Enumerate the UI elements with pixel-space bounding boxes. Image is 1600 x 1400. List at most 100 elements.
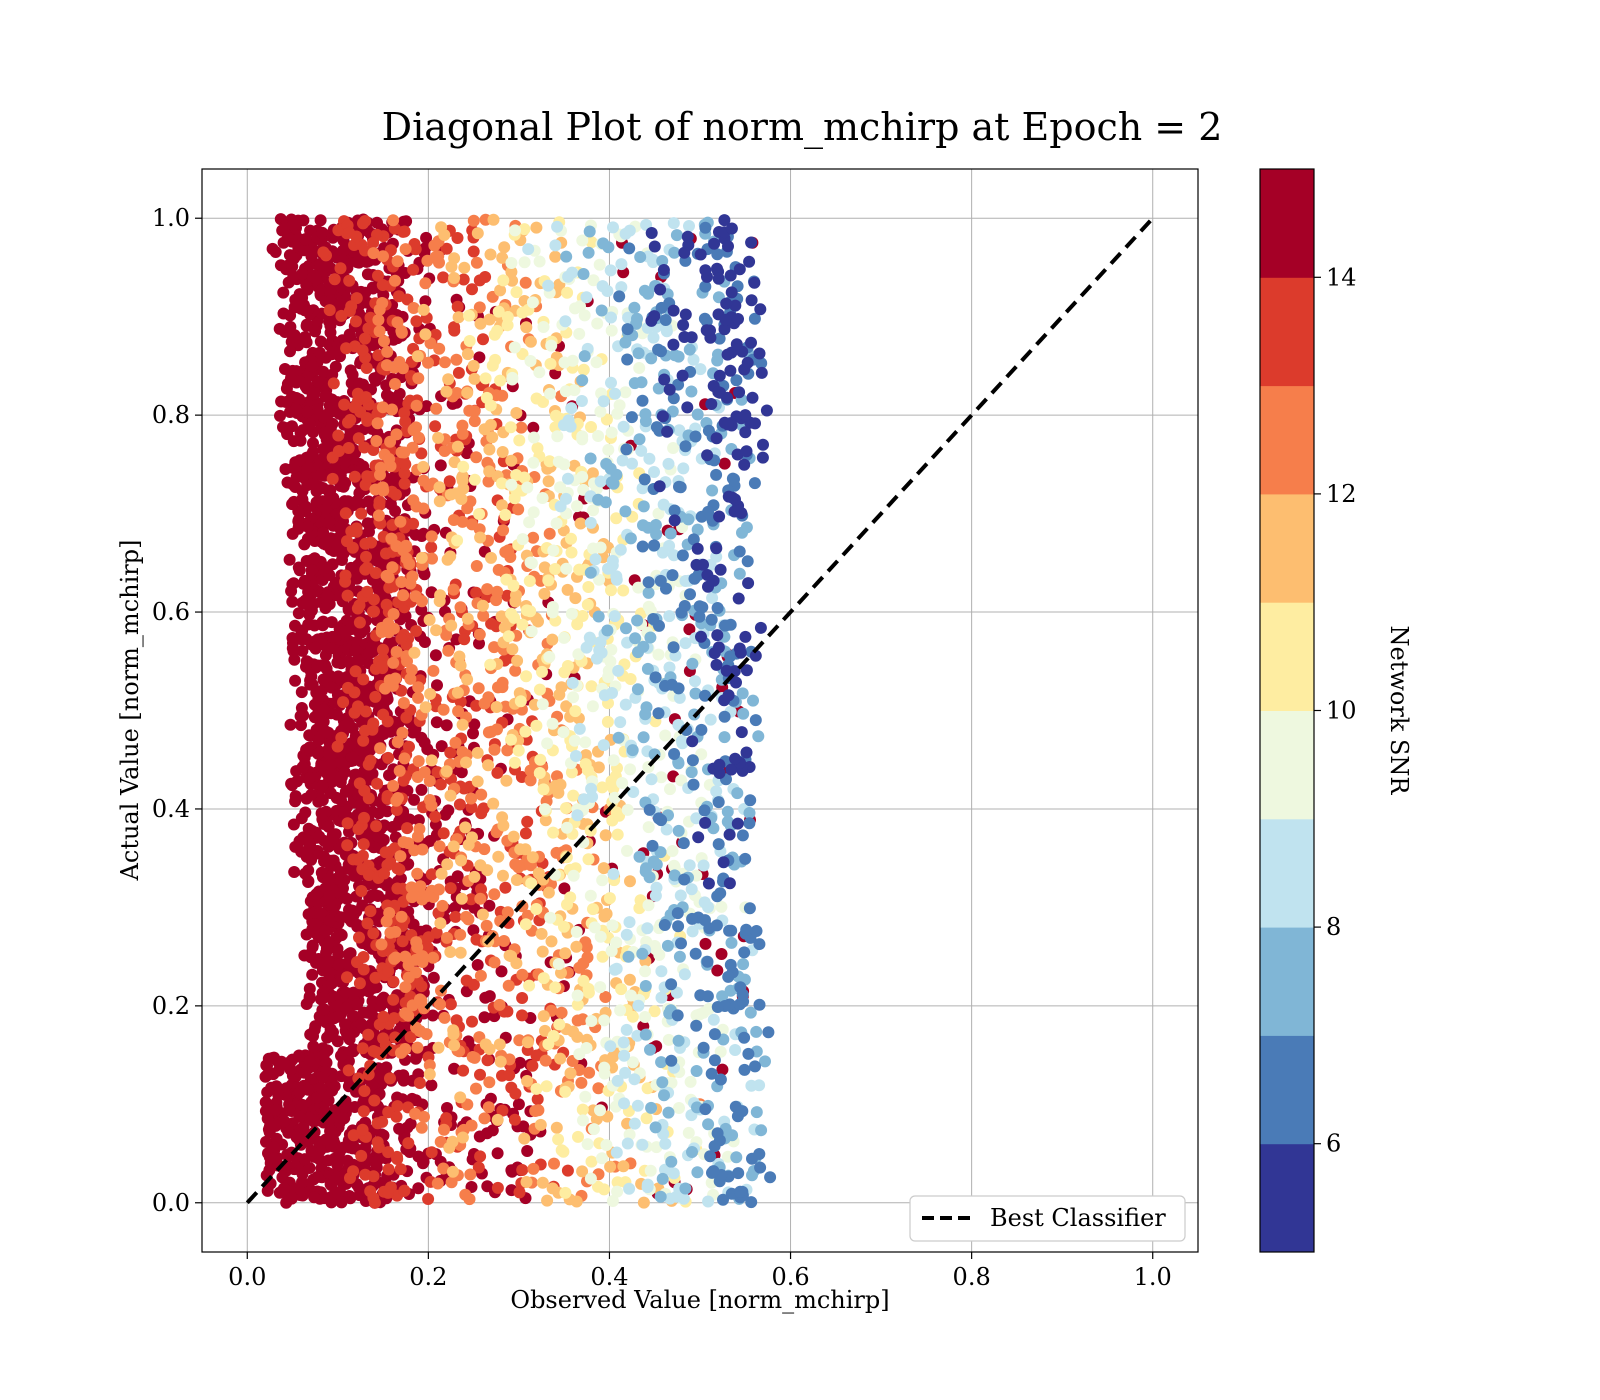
scatter-point	[639, 415, 652, 428]
scatter-point	[277, 236, 290, 249]
scatter-point	[454, 601, 467, 614]
scatter-point	[671, 1009, 684, 1022]
scatter-point	[324, 1023, 337, 1035]
scatter-point	[334, 262, 347, 275]
scatter-point	[367, 927, 380, 940]
scatter-point	[410, 421, 423, 434]
scatter-point	[293, 454, 306, 467]
scatter-point	[689, 430, 702, 443]
scatter-point	[293, 1110, 306, 1123]
scatter-point	[474, 531, 487, 544]
scatter-point	[440, 1112, 453, 1125]
scatter-point	[425, 754, 438, 767]
scatter-point	[622, 950, 635, 963]
scatter-point	[455, 493, 468, 505]
scatter-point	[372, 509, 385, 522]
scatter-point	[519, 843, 532, 856]
scatter-point	[310, 273, 323, 286]
scatter-point	[444, 789, 457, 802]
scatter-point	[393, 863, 406, 876]
scatter-point	[387, 214, 400, 227]
scatter-point	[672, 350, 685, 363]
scatter-point	[362, 1028, 375, 1041]
scatter-point	[698, 896, 711, 909]
scatter-point	[332, 670, 345, 683]
scatter-point	[498, 241, 511, 254]
scatter-point	[621, 323, 634, 336]
scatter-point	[505, 478, 518, 491]
scatter-point	[640, 1112, 653, 1125]
scatter-point	[357, 217, 369, 230]
scatter-point	[383, 453, 396, 465]
scatter-point	[474, 1068, 486, 1081]
scatter-point	[607, 867, 620, 880]
scatter-point	[338, 398, 351, 411]
scatter-point	[369, 690, 382, 703]
scatter-point	[537, 1010, 550, 1023]
scatter-point	[341, 839, 354, 852]
scatter-point	[491, 1181, 504, 1194]
scatter-point	[342, 495, 354, 508]
scatter-point	[537, 321, 550, 333]
scatter-point	[579, 736, 592, 749]
scatter-point	[302, 618, 315, 631]
scatter-point	[325, 977, 338, 990]
scatter-point	[715, 948, 728, 960]
scatter-point	[458, 633, 471, 646]
scatter-point	[491, 1147, 504, 1160]
scatter-point	[521, 815, 534, 828]
scatter-point	[384, 1072, 396, 1085]
scatter-point	[432, 883, 445, 896]
scatter-point	[259, 1096, 272, 1109]
scatter-point	[322, 955, 335, 968]
scatter-point	[577, 793, 590, 806]
scatter-point	[486, 431, 499, 444]
scatter-point	[274, 409, 286, 422]
scatter-point	[521, 481, 534, 494]
scatter-point	[467, 214, 480, 227]
scatter-point	[599, 829, 612, 842]
scatter-point	[277, 286, 290, 299]
scatter-point	[350, 525, 363, 538]
scatter-point	[560, 821, 573, 834]
scatter-point	[474, 969, 487, 982]
scatter-point	[578, 350, 591, 363]
scatter-point	[341, 1154, 354, 1167]
scatter-point	[391, 882, 404, 895]
scatter-point	[416, 950, 429, 963]
scatter-point	[516, 992, 529, 1004]
scatter-point	[374, 461, 387, 474]
scatter-point	[454, 659, 467, 672]
scatter-point	[644, 631, 657, 644]
scatter-point	[397, 697, 410, 709]
scatter-point	[479, 271, 492, 283]
scatter-point	[731, 787, 744, 800]
scatter-point	[554, 1052, 567, 1065]
scatter-point	[527, 506, 540, 519]
scatter-point	[350, 315, 362, 328]
scatter-point	[534, 1118, 547, 1131]
scatter-point	[527, 1162, 540, 1175]
scatter-point	[520, 321, 533, 334]
scatter-point	[360, 550, 372, 563]
scatter-point	[616, 777, 629, 789]
scatter-point	[376, 279, 389, 291]
scatter-point	[657, 498, 670, 511]
scatter-point	[377, 1032, 390, 1045]
scatter-point	[355, 1018, 368, 1031]
scatter-point	[507, 830, 520, 843]
scatter-point	[351, 998, 364, 1011]
scatter-point	[478, 697, 491, 710]
scatter-point	[697, 1006, 710, 1019]
scatter-point	[398, 752, 411, 765]
scatter-point	[506, 643, 519, 656]
scatter-point	[634, 251, 647, 263]
scatter-point	[296, 1176, 308, 1189]
scatter-point	[576, 374, 589, 387]
scatter-point	[686, 657, 699, 670]
scatter-point	[327, 377, 340, 390]
scatter-point	[740, 521, 753, 534]
scatter-point	[547, 826, 560, 839]
scatter-point	[562, 472, 574, 485]
scatter-point	[552, 958, 565, 970]
